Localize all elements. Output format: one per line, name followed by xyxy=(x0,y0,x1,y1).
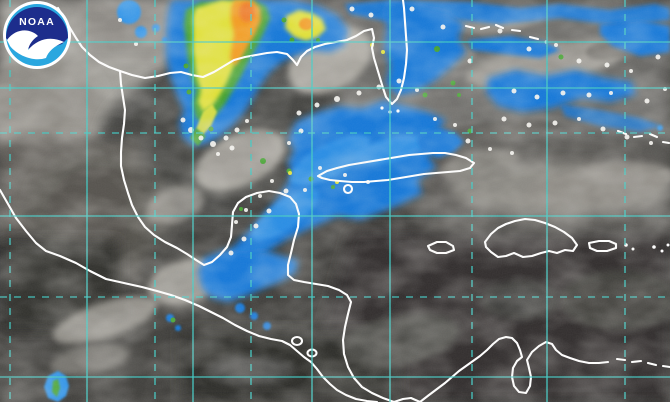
noaa-logo-label: NOAA xyxy=(19,16,55,28)
noaa-logo-bird-icon xyxy=(7,30,64,60)
noaa-logo: NOAA xyxy=(3,1,71,69)
